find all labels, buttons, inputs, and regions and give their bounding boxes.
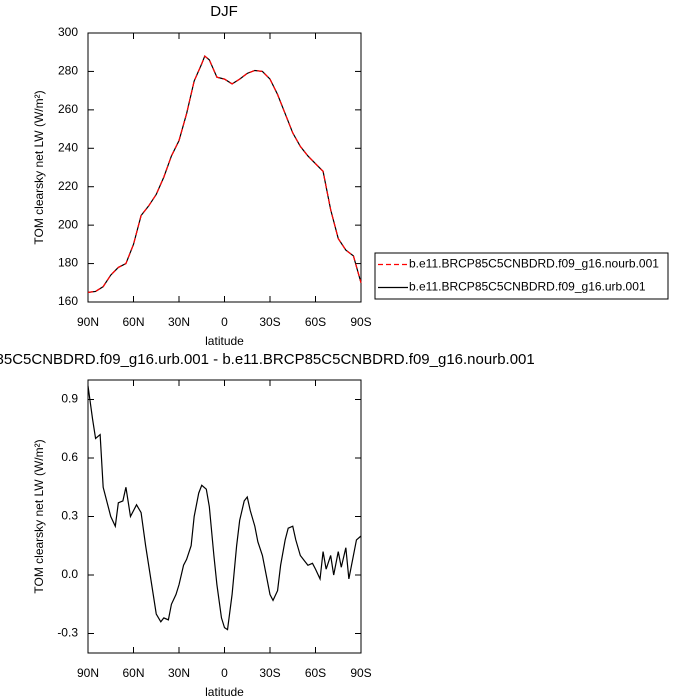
y-tick-label: 0.9 [61, 392, 78, 406]
chart-title: DJF [210, 3, 238, 20]
x-tick-label: 60N [122, 666, 144, 680]
y-axis-label: TOM clearsky net LW (W/m²) [32, 439, 46, 593]
y-tick-label: 240 [58, 140, 78, 154]
x-tick-label: 90N [77, 666, 99, 680]
x-tick-label: 90S [350, 315, 371, 329]
x-tick-label: 0 [221, 315, 228, 329]
y-tick-label: 200 [58, 217, 78, 231]
data-line [87, 55, 362, 293]
x-tick-label: 30S [259, 315, 280, 329]
y-tick-label: -0.3 [57, 626, 78, 640]
x-tick-label: 30N [168, 666, 190, 680]
y-tick-label: 160 [58, 294, 78, 308]
x-tick-label: 30N [168, 315, 190, 329]
legend-box [374, 252, 669, 300]
x-tick-label: 60N [122, 315, 144, 329]
x-axis-label: latitude [205, 334, 244, 348]
legend-label: b.e11.BRCP85C5CNBDRD.f09_g16.urb.001 [409, 280, 646, 294]
y-tick-label: 180 [58, 256, 78, 270]
y-tick-label: 300 [58, 25, 78, 39]
x-tick-label: 60S [305, 666, 326, 680]
plot-frame [87, 379, 362, 654]
x-tick-label: 60S [305, 315, 326, 329]
y-tick-label: 0.0 [61, 567, 78, 581]
y-tick-label: 260 [58, 102, 78, 116]
y-axis-label: TOM clearsky net LW (W/m²) [32, 90, 46, 244]
x-tick-label: 0 [221, 666, 228, 680]
y-tick-label: 0.6 [61, 450, 78, 464]
y-tick-label: 220 [58, 179, 78, 193]
data-line [87, 385, 362, 631]
y-tick-label: 0.3 [61, 509, 78, 523]
x-tick-label: 90S [350, 666, 371, 680]
x-axis-label: latitude [205, 685, 244, 699]
chart-title: b.e11.BRCP85C5CNBDRD.f09_g16.urb.001 - b… [0, 351, 535, 368]
legend-label: b.e11.BRCP85C5CNBDRD.f09_g16.nourb.001 [409, 257, 659, 271]
x-tick-label: 30S [259, 666, 280, 680]
y-tick-label: 280 [58, 64, 78, 78]
x-tick-label: 90N [77, 315, 99, 329]
